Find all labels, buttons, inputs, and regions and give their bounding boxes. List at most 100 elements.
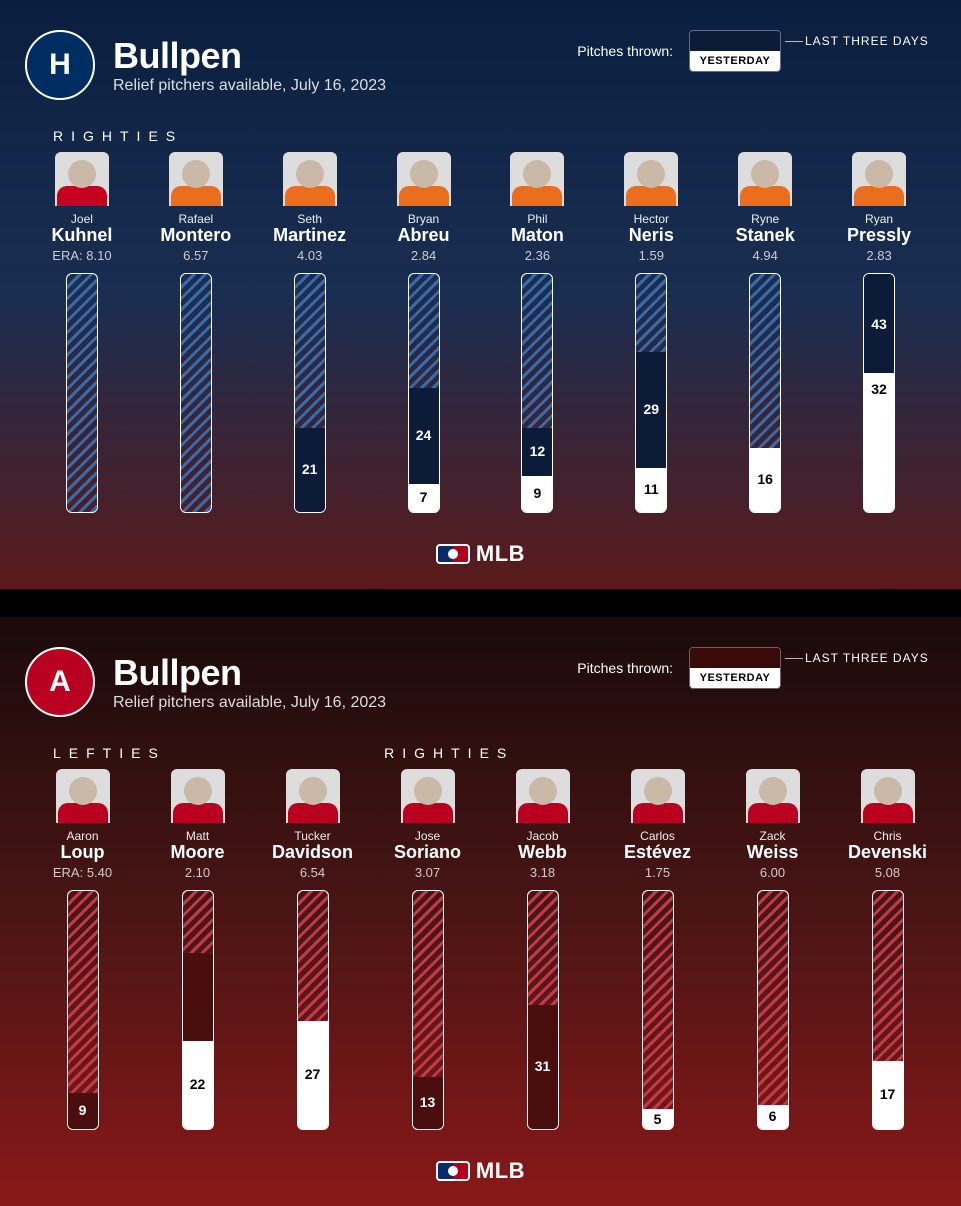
player-group-lefties: AaronLoupERA: 5.409MattMoore2.1022Tucker… (25, 769, 370, 1130)
player-era: 4.94 (753, 248, 778, 263)
player-card: JacobWebb3.1831 (485, 769, 600, 1130)
bar-white-fill: 32 (864, 373, 894, 512)
bar-value-last3: 17 (880, 1086, 896, 1102)
player-card: JoseSoriano3.0713 (370, 769, 485, 1130)
bar-value-yesterday: 31 (535, 1058, 551, 1074)
player-card: RafaelMontero6.57 (139, 152, 253, 513)
player-lastname: Neris (629, 226, 674, 246)
player-firstname: Hector (634, 212, 669, 226)
title-block: BullpenRelief pitchers available, July 1… (113, 652, 386, 712)
bar-value-yesterday: 12 (530, 443, 546, 459)
player-era: 3.07 (415, 865, 440, 880)
bar-value-last3: 27 (305, 1066, 321, 1082)
bar-value-last3: 7 (420, 489, 428, 505)
bar-value-last3: 32 (871, 381, 887, 397)
pitches-bar (66, 273, 98, 513)
legend-line-wrap: LAST THREE DAYS (791, 648, 931, 688)
legend-line-wrap: LAST THREE DAYS (791, 31, 931, 71)
legend-swatch-last3 (690, 31, 780, 51)
player-headshot (738, 152, 792, 206)
pitches-bar: 2911 (635, 273, 667, 513)
player-era: 6.00 (760, 865, 785, 880)
player-card: AaronLoupERA: 5.409 (25, 769, 140, 1130)
player-lastname: Kuhnel (51, 226, 112, 246)
panel-title: Bullpen (113, 35, 386, 77)
player-card: HectorNeris1.592911 (594, 152, 708, 513)
bar-hatch-fill (68, 891, 98, 1093)
team-logo: H (25, 30, 95, 100)
player-firstname: Tucker (294, 829, 330, 843)
mlb-mark: MLB (436, 541, 525, 567)
bullpen-panel-astros: HBullpenRelief pitchers available, July … (0, 0, 961, 589)
bar-white-fill: 27 (298, 1021, 328, 1129)
player-card: PhilMaton2.36129 (481, 152, 595, 513)
player-headshot (169, 152, 223, 206)
bar-value-yesterday: 29 (644, 401, 660, 417)
player-card: BryanAbreu2.84247 (367, 152, 481, 513)
player-headshot (861, 769, 915, 823)
bar-dark-fill: 21 (295, 428, 325, 512)
players-row: JoelKuhnelERA: 8.10RafaelMontero6.57Seth… (25, 152, 936, 513)
bar-value-yesterday: 13 (420, 1094, 436, 1110)
player-era: 2.83 (866, 248, 891, 263)
mlb-mark: MLB (436, 1158, 525, 1184)
bar-hatch-fill (295, 274, 325, 428)
bar-hatch-fill (183, 891, 213, 953)
pitches-bar: 24 7 (408, 273, 440, 513)
player-era: 6.54 (300, 865, 325, 880)
legend-swatch-yesterday: YESTERDAY (690, 51, 780, 71)
player-card: ChrisDevenski5.0817 (830, 769, 945, 1130)
player-firstname: Chris (873, 829, 901, 843)
bar-dark-fill: 13 (413, 1077, 443, 1129)
bar-value-yesterday: 24 (416, 427, 432, 443)
legend: Pitches thrown:YESTERDAYLAST THREE DAYS (577, 30, 931, 72)
bar-value-last3: 6 (769, 1108, 777, 1124)
bar-hatch-fill (528, 891, 558, 1005)
players-row: AaronLoupERA: 5.409MattMoore2.1022Tucker… (25, 769, 936, 1130)
bar-hatch-fill (643, 891, 673, 1109)
player-headshot (631, 769, 685, 823)
bar-hatch-fill (750, 274, 780, 448)
pitches-bar: 12 9 (521, 273, 553, 513)
player-lastname: Pressly (847, 226, 911, 246)
bar-hatch-fill (522, 274, 552, 428)
legend-swatch-yesterday: YESTERDAY (690, 668, 780, 688)
bar-white-fill: 6 (758, 1105, 788, 1129)
bar-dark-fill: 12 (522, 428, 552, 476)
mlb-text: MLB (476, 1158, 525, 1184)
bar-hatch-fill (181, 274, 211, 512)
handedness-label: RIGHTIES (53, 128, 936, 144)
pitches-bar: 13 (412, 890, 444, 1130)
handedness-label: LEFTIES (53, 745, 384, 761)
labels-row: LEFTIESRIGHTIES (25, 717, 936, 769)
player-lastname: Abreu (398, 226, 450, 246)
bar-white-fill: 16 (750, 448, 780, 512)
player-lastname: Loup (61, 843, 105, 863)
player-firstname: Zack (759, 829, 785, 843)
bar-dark-fill: 43 (864, 274, 894, 373)
pitches-bar: 27 (297, 890, 329, 1130)
mlb-logo-icon (436, 544, 470, 564)
pitches-thrown-label: Pitches thrown: (577, 660, 673, 676)
bar-hatch-fill (298, 891, 328, 1021)
bar-value-last3: 9 (534, 485, 542, 501)
player-lastname: Devenski (848, 843, 927, 863)
bar-value-last3: 16 (757, 471, 773, 487)
player-headshot (397, 152, 451, 206)
legend-swatch-last3 (690, 648, 780, 668)
bar-value-last3: 22 (190, 1076, 206, 1092)
player-card: RyneStanek4.9416 (708, 152, 822, 513)
team-logo-letter: A (49, 665, 71, 699)
pitches-bar: 43 32 (863, 273, 895, 513)
player-era: 2.36 (525, 248, 550, 263)
player-lastname: Stanek (736, 226, 795, 246)
player-lastname: Webb (518, 843, 567, 863)
bar-dark-fill: 31 (528, 1005, 558, 1129)
bar-hatch-fill (409, 274, 439, 388)
handedness-label: RIGHTIES (384, 745, 936, 761)
legend-last3-label: LAST THREE DAYS (805, 651, 929, 665)
player-firstname: Matt (186, 829, 209, 843)
player-firstname: Jacob (526, 829, 558, 843)
player-lastname: Moore (171, 843, 225, 863)
pitches-bar (180, 273, 212, 513)
